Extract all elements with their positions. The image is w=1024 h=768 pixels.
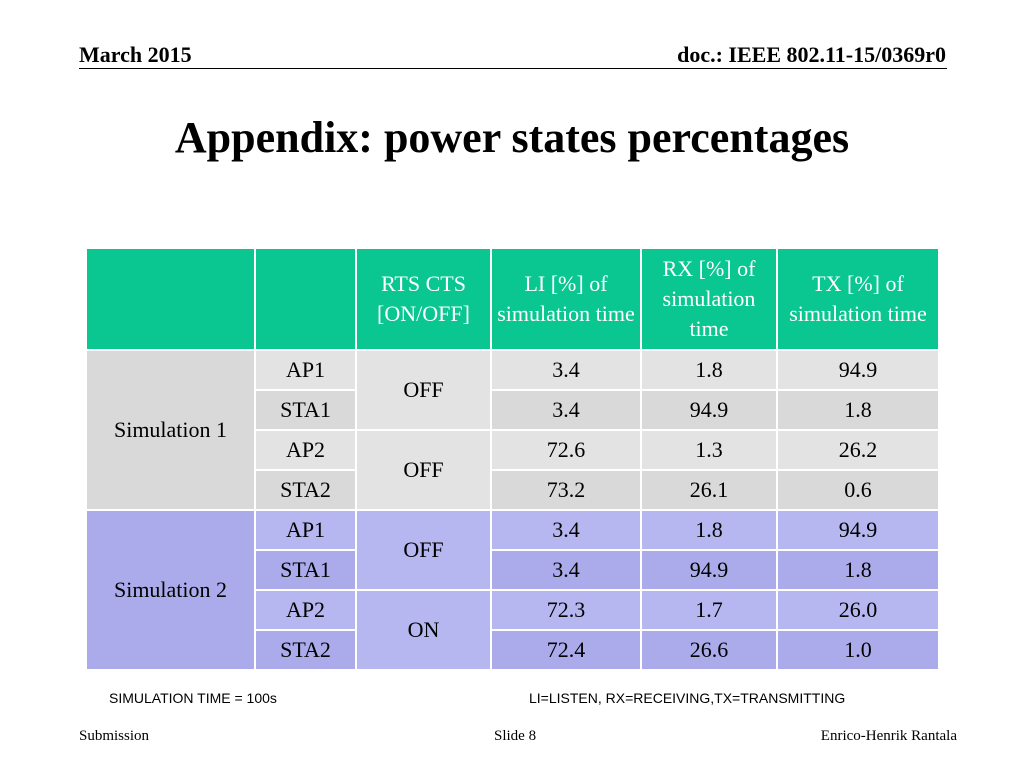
tx-cell: 0.6 <box>776 469 940 511</box>
rts-cts-cell: ON <box>355 589 492 671</box>
tx-cell: 94.9 <box>776 349 940 391</box>
power-states-table: RTS CTS [ON/OFF] LI [%] of simulation ti… <box>85 247 940 671</box>
li-cell: 3.4 <box>490 349 642 391</box>
header-cell-empty <box>254 247 357 351</box>
simulation-label: Simulation 1 <box>85 349 256 511</box>
header-date: March 2015 <box>79 42 192 67</box>
rx-cell: 26.6 <box>640 629 778 671</box>
li-cell: 3.4 <box>490 389 642 431</box>
rx-cell: 1.8 <box>640 349 778 391</box>
node-cell: AP2 <box>254 589 357 631</box>
legend-note: LI=LISTEN, RX=RECEIVING,TX=TRANSMITTING <box>529 690 846 706</box>
tx-cell: 26.0 <box>776 589 940 631</box>
slide-title: Appendix: power states percentages <box>174 113 850 162</box>
rts-cts-cell: OFF <box>355 429 492 511</box>
header-doc-id: doc.: IEEE 802.11-15/0369r0 <box>677 42 946 67</box>
header-divider <box>79 68 947 69</box>
tx-cell: 1.8 <box>776 549 940 591</box>
tx-cell: 94.9 <box>776 509 940 551</box>
table-row: Simulation 2 AP1 OFF 3.4 1.8 94.9 <box>85 509 940 671</box>
footer-submission: Submission <box>79 728 150 744</box>
tx-cell: 26.2 <box>776 429 940 471</box>
table-header-row: RTS CTS [ON/OFF] LI [%] of simulation ti… <box>85 247 940 351</box>
tx-cell: 1.8 <box>776 389 940 431</box>
footer-author: Enrico-Henrik Rantala <box>820 728 957 744</box>
table-row: STA2 73.2 26.1 0.6 <box>86 469 940 511</box>
header-cell-li: LI [%] of simulation time <box>490 247 642 351</box>
table-row: STA1 3.4 94.9 1.8 <box>86 549 940 591</box>
node-cell: AP2 <box>254 429 357 471</box>
header-cell-empty <box>85 247 256 351</box>
table-row: STA1 3.4 94.9 1.8 <box>86 389 940 431</box>
footer-slide-number: Slide 8 <box>494 728 537 744</box>
rx-cell: 94.9 <box>640 389 778 431</box>
node-cell: STA2 <box>254 629 357 671</box>
rts-cts-cell: OFF <box>355 509 492 591</box>
header-cell-rts-cts: RTS CTS [ON/OFF] <box>355 247 492 351</box>
header-cell-rx: RX [%] of simulation time <box>640 247 778 351</box>
li-cell: 72.6 <box>490 429 642 471</box>
li-cell: 3.4 <box>490 549 642 591</box>
li-cell: 72.3 <box>490 589 642 631</box>
tx-cell: 1.0 <box>776 629 940 671</box>
li-cell: 73.2 <box>490 469 642 511</box>
simulation-label: Simulation 2 <box>85 509 256 671</box>
table-row: AP2 ON 72.3 1.7 26.0 <box>86 589 940 671</box>
node-cell: AP1 <box>254 509 357 551</box>
node-cell: STA1 <box>254 389 357 431</box>
table-row: Simulation 1 AP1 OFF 3.4 1.8 94.9 <box>85 349 940 511</box>
rx-cell: 26.1 <box>640 469 778 511</box>
rts-cts-cell: OFF <box>355 349 492 431</box>
simulation-time-note: SIMULATION TIME = 100s <box>109 690 277 706</box>
node-cell: STA2 <box>254 469 357 511</box>
rx-cell: 1.8 <box>640 509 778 551</box>
table-row: AP2 OFF 72.6 1.3 26.2 <box>86 429 940 511</box>
li-cell: 3.4 <box>490 509 642 551</box>
rx-cell: 94.9 <box>640 549 778 591</box>
table-row: STA2 72.4 26.6 1.0 <box>86 629 940 671</box>
node-cell: AP1 <box>254 349 357 391</box>
rx-cell: 1.7 <box>640 589 778 631</box>
li-cell: 72.4 <box>490 629 642 671</box>
header-cell-tx: TX [%] of simulation time <box>776 247 940 351</box>
rx-cell: 1.3 <box>640 429 778 471</box>
node-cell: STA1 <box>254 549 357 591</box>
